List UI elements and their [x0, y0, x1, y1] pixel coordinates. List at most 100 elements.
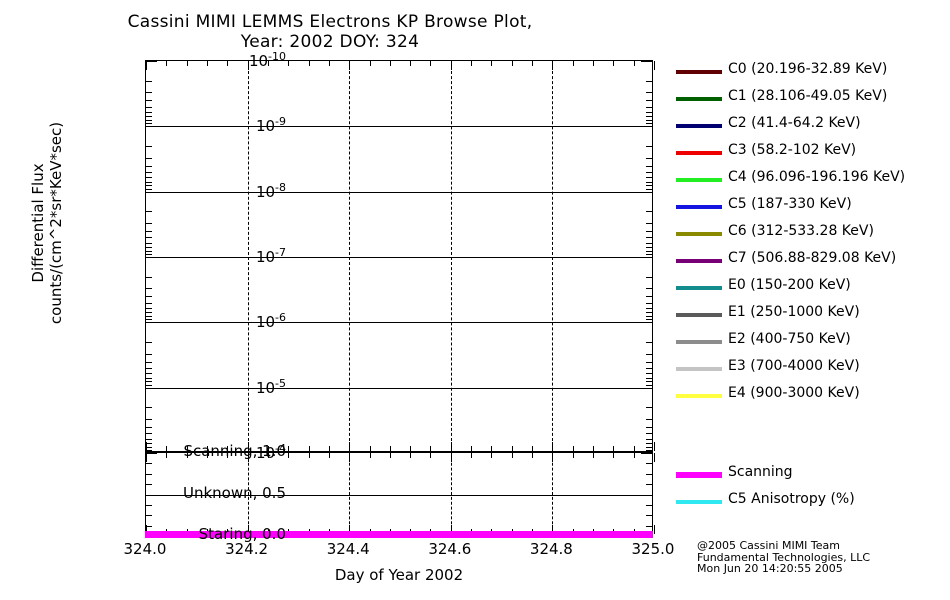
chart-title-line2: Year: 2002 DOY: 324 [240, 32, 420, 52]
footer-line2: Fundamental Technologies, LLC [697, 550, 871, 564]
y-minor-tick [146, 177, 152, 179]
y-minor-tick [146, 222, 152, 224]
x-major-tick [552, 525, 554, 534]
y-major-tick [641, 387, 652, 389]
y-minor-tick [146, 373, 152, 375]
x-minor-tick [206, 61, 208, 66]
x-major-tick [654, 61, 655, 70]
y-major-tick [641, 257, 652, 258]
y-minor-tick [146, 250, 152, 252]
legend-item[interactable]: C5 Anisotropy (%) [676, 490, 950, 517]
x-minor-tick [471, 446, 473, 451]
x-minor-tick [410, 61, 412, 66]
y-gridline [146, 257, 652, 258]
x-minor-tick [227, 446, 229, 451]
x-major-tick [349, 61, 351, 70]
legend-color-swatch [676, 70, 722, 74]
y-major-tick [146, 322, 157, 324]
y-minor-tick [646, 373, 652, 375]
x-major-tick [552, 453, 554, 462]
x-minor-tick [532, 453, 534, 458]
x-major-tick [247, 61, 249, 70]
legend-color-swatch [676, 205, 722, 209]
x-tick-label: 325.0 [631, 540, 675, 558]
y-minor-tick [646, 237, 652, 239]
legend-item[interactable]: E0 (150-200 KeV) [676, 276, 950, 303]
x-minor-tick [430, 453, 432, 458]
x-minor-tick [389, 453, 391, 458]
legend-label: C1 (28.106-49.05 KeV) [728, 88, 888, 104]
x-minor-tick [186, 446, 188, 451]
legend-item[interactable]: E4 (900-3000 KeV) [676, 384, 950, 411]
x-minor-tick [267, 446, 269, 451]
y-minor-tick [146, 242, 152, 244]
legend-color-swatch [676, 97, 722, 101]
status-major-tick [641, 494, 652, 496]
y-gridline [146, 387, 652, 389]
status-minor-tick [646, 463, 652, 465]
y-minor-tick [146, 384, 152, 386]
y-minor-tick [646, 302, 652, 304]
legend-item[interactable]: E1 (250-1000 KeV) [676, 303, 950, 330]
x-minor-tick [593, 446, 595, 451]
y-minor-tick [646, 254, 652, 255]
legend-item[interactable]: C3 (58.2-102 KeV) [676, 141, 950, 168]
x-minor-tick [511, 61, 513, 66]
x-minor-tick [308, 61, 310, 66]
legend-item[interactable]: Scanning [676, 463, 950, 490]
x-minor-tick [308, 453, 310, 458]
y-minor-tick [146, 237, 152, 239]
x-minor-tick [206, 446, 208, 451]
y-tick-label: 10-4 [255, 442, 286, 462]
y-minor-tick [646, 381, 652, 383]
status-gridline [146, 494, 652, 496]
x-major-tick [552, 442, 554, 451]
x-minor-tick [389, 61, 391, 66]
status-minor-tick [146, 473, 152, 475]
legend-item[interactable]: E2 (400-750 KeV) [676, 330, 950, 357]
y-minor-tick [146, 185, 152, 187]
legend-color-swatch [676, 367, 722, 371]
y-minor-tick [646, 250, 652, 252]
x-minor-tick [369, 446, 371, 451]
legend-color-swatch [676, 124, 722, 128]
legend-item[interactable]: C7 (506.88-829.08 KeV) [676, 249, 950, 276]
y-minor-tick [146, 165, 152, 167]
x-major-tick [349, 442, 351, 451]
y-minor-tick [646, 442, 652, 444]
y-minor-tick [646, 171, 652, 173]
x-minor-tick [206, 453, 208, 458]
y-major-tick [146, 257, 157, 258]
y-minor-tick [146, 450, 152, 451]
y-tick-label: 10-6 [255, 311, 286, 332]
legend-item[interactable]: C5 (187-330 KeV) [676, 195, 950, 222]
x-major-tick [654, 453, 655, 462]
y-major-tick [641, 322, 652, 324]
x-minor-tick [593, 61, 595, 66]
y-minor-tick [146, 288, 152, 290]
y-minor-tick [146, 367, 152, 369]
legend-item[interactable]: C2 (41.4-64.2 KeV) [676, 114, 950, 141]
legend-label: E3 (700-4000 KeV) [728, 358, 860, 374]
status-major-tick [641, 453, 652, 454]
x-gridline [552, 61, 554, 451]
legend-label: C7 (506.88-829.08 KeV) [728, 250, 897, 266]
y-minor-tick [646, 123, 652, 125]
flux-plot-panel [145, 60, 655, 454]
legend-label: E0 (150-200 KeV) [728, 277, 851, 293]
legend-item[interactable]: C1 (28.106-49.05 KeV) [676, 87, 950, 114]
legend-item[interactable]: E3 (700-4000 KeV) [676, 357, 950, 384]
legend-label: E1 (250-1000 KeV) [728, 304, 860, 320]
legend-item[interactable]: C4 (96.096-196.196 KeV) [676, 168, 950, 195]
y-tick-label: 10-9 [255, 115, 286, 136]
legend-item[interactable]: C0 (20.196-32.89 KeV) [676, 60, 950, 87]
x-minor-tick [267, 61, 269, 66]
x-minor-tick [491, 61, 493, 66]
x-minor-tick [288, 61, 290, 66]
y-minor-tick [646, 120, 652, 121]
y-gridline [146, 191, 652, 193]
footer-line3: Mon Jun 20 14:20:55 2005 [697, 562, 843, 575]
legend-item[interactable]: C6 (312-533.28 KeV) [676, 222, 950, 249]
y-minor-tick [646, 111, 652, 113]
y-major-tick [146, 191, 157, 193]
